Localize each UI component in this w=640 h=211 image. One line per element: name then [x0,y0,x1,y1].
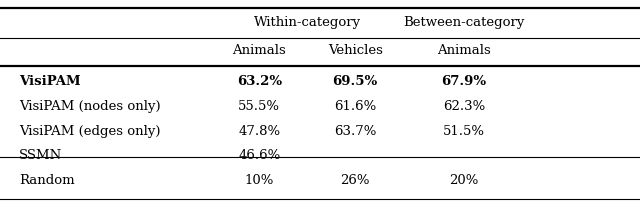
Text: 26%: 26% [340,174,370,187]
Text: 63.7%: 63.7% [334,124,376,138]
Text: 61.6%: 61.6% [334,100,376,113]
Text: 20%: 20% [449,174,479,187]
Text: 51.5%: 51.5% [443,124,485,138]
Text: 46.6%: 46.6% [238,149,280,162]
Text: VisiPAM: VisiPAM [19,75,81,88]
Text: 55.5%: 55.5% [238,100,280,113]
Text: Animals: Animals [437,44,491,57]
Text: Animals: Animals [232,44,286,57]
Text: 67.9%: 67.9% [442,75,486,88]
Text: 69.5%: 69.5% [333,75,378,88]
Text: 10%: 10% [244,174,274,187]
Text: Random: Random [19,174,75,187]
Text: Vehicles: Vehicles [328,44,383,57]
Text: SSMN: SSMN [19,149,63,162]
Text: 47.8%: 47.8% [238,124,280,138]
Text: 62.3%: 62.3% [443,100,485,113]
Text: 63.2%: 63.2% [237,75,282,88]
Text: Between-category: Between-category [403,16,525,29]
Text: VisiPAM (nodes only): VisiPAM (nodes only) [19,100,161,113]
Text: Within-category: Within-category [253,16,361,29]
Text: VisiPAM (edges only): VisiPAM (edges only) [19,124,161,138]
